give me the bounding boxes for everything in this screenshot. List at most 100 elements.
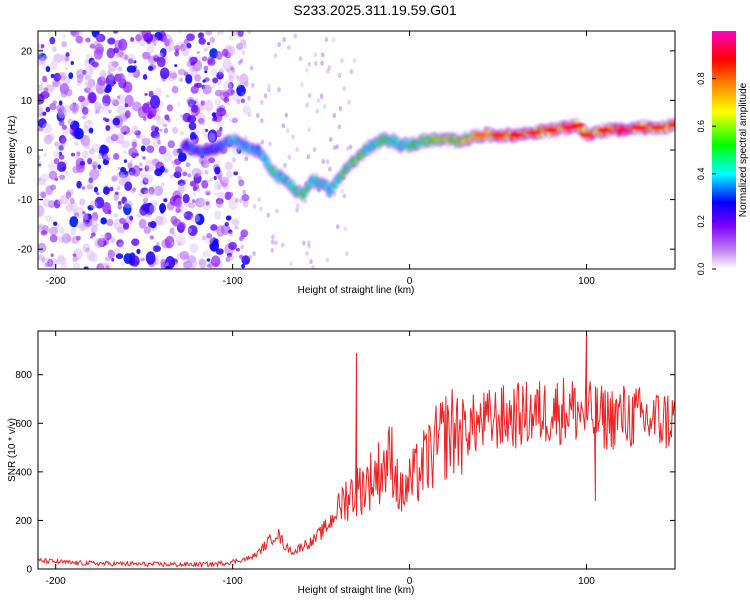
noise-blob <box>64 88 73 97</box>
noise-blob <box>45 106 51 113</box>
noise-blob <box>86 84 96 93</box>
noise-blob <box>118 72 124 78</box>
noise-blob <box>271 234 275 240</box>
noise-blob <box>130 37 135 42</box>
noise-blob <box>136 134 141 139</box>
noise-blob <box>158 145 167 155</box>
noise-blob <box>110 97 116 104</box>
noise-blob <box>40 44 45 49</box>
noise-blob <box>127 71 135 78</box>
noise-blob <box>215 248 224 255</box>
noise-blob <box>39 57 47 65</box>
track-peak <box>632 125 647 131</box>
noise-blob <box>65 52 70 57</box>
noise-blob <box>211 112 217 118</box>
noise-blob <box>191 199 196 204</box>
noise-blob <box>126 65 137 74</box>
noise-blob <box>260 139 265 145</box>
noise-blob <box>194 74 201 82</box>
noise-blob <box>113 152 120 160</box>
noise-blob <box>211 117 216 122</box>
noise-blob <box>260 118 264 124</box>
noise-blob <box>50 60 58 70</box>
colorbar-tick-label: 0.6 <box>696 120 706 133</box>
noise-blob <box>283 162 287 168</box>
noise-blob <box>228 231 234 237</box>
noise-blob <box>196 112 206 126</box>
noise-blob <box>242 189 247 195</box>
noise-blob <box>91 61 99 68</box>
noise-blob <box>182 171 188 177</box>
noise-blob <box>86 249 96 261</box>
noise-blob <box>94 43 105 56</box>
noise-blob <box>188 258 198 269</box>
noise-blob <box>230 67 234 71</box>
noise-blob <box>171 126 179 134</box>
track-peak <box>579 132 594 138</box>
noise-blob <box>111 258 115 262</box>
noise-blob <box>123 150 127 154</box>
noise-blob <box>213 181 222 191</box>
noise-blob <box>156 117 165 126</box>
noise-blob <box>118 178 125 186</box>
track-peak <box>508 132 523 138</box>
noise-blob <box>140 187 149 195</box>
noise-blob <box>162 150 173 163</box>
noise-blob <box>90 217 98 227</box>
noise-blob <box>141 138 151 146</box>
noise-blob <box>315 108 320 114</box>
noise-blob <box>88 252 98 263</box>
noise-blob <box>89 168 100 181</box>
noise-blob <box>202 84 212 95</box>
noise-blob <box>337 124 342 130</box>
noise-blob <box>194 213 205 225</box>
noise-blob <box>163 127 169 134</box>
noise-blob <box>154 87 163 98</box>
noise-blob <box>45 215 53 222</box>
noise-blob <box>209 177 214 182</box>
noise-blob <box>117 203 122 210</box>
noise-blob <box>148 106 157 118</box>
noise-blob <box>96 34 102 42</box>
noise-blob <box>179 250 190 260</box>
noise-blob <box>64 56 70 62</box>
track-peak <box>491 132 506 138</box>
noise-blob <box>67 118 74 126</box>
noise-blob <box>131 187 137 192</box>
noise-blob <box>77 95 85 102</box>
noise-blob <box>340 188 344 194</box>
noise-blob <box>147 221 153 228</box>
noise-blob <box>227 81 234 90</box>
noise-blob <box>230 31 238 37</box>
noise-blob <box>76 221 86 230</box>
noise-blob <box>216 160 221 166</box>
noise-blob <box>89 200 98 209</box>
noise-blob <box>328 137 333 143</box>
noise-blob <box>172 148 179 157</box>
noise-blob <box>115 132 125 144</box>
noise-blob <box>94 196 105 209</box>
noise-blob <box>225 170 233 179</box>
noise-blob <box>69 197 75 204</box>
noise-blob <box>205 45 209 50</box>
noise-blob <box>161 33 168 43</box>
noise-blob <box>139 162 143 167</box>
noise-blob <box>337 72 342 78</box>
noise-blob <box>136 248 141 255</box>
noise-blob <box>88 92 97 104</box>
noise-blob <box>138 31 143 37</box>
noise-blob <box>123 159 128 163</box>
noise-blob <box>214 192 218 196</box>
noise-blob <box>90 225 98 234</box>
noise-blob <box>231 117 238 124</box>
noise-blob <box>186 42 192 49</box>
snr-xtick-label: 0 <box>407 576 413 587</box>
noise-blob <box>237 82 242 88</box>
noise-blob <box>217 174 223 181</box>
snr-ytick-label: 400 <box>15 467 32 478</box>
noise-blob <box>61 233 72 244</box>
noise-blob <box>177 152 187 162</box>
noise-blob <box>151 125 157 132</box>
spectrogram-y-label: Frequency (Hz) <box>7 116 18 185</box>
noise-blob <box>62 33 67 39</box>
